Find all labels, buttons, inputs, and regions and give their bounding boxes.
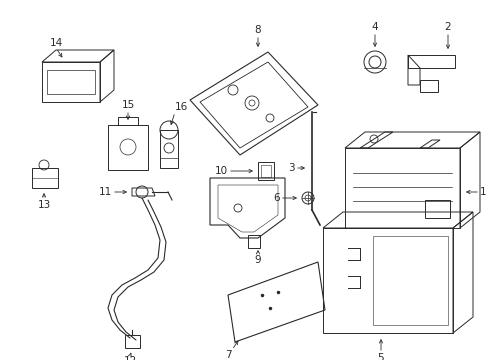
Text: 2: 2 [444, 22, 450, 32]
Text: 7: 7 [225, 350, 231, 360]
Text: 4: 4 [371, 22, 378, 32]
Text: 15: 15 [121, 100, 134, 110]
Text: 14: 14 [49, 38, 62, 48]
Text: 9: 9 [254, 255, 261, 265]
Text: 12: 12 [123, 356, 136, 360]
Text: 16: 16 [175, 102, 188, 112]
Text: 1: 1 [479, 187, 486, 197]
Text: 6: 6 [273, 193, 280, 203]
Text: 13: 13 [37, 200, 51, 210]
Text: 11: 11 [99, 187, 112, 197]
Text: 5: 5 [377, 353, 384, 360]
Text: 8: 8 [254, 25, 261, 35]
Text: 3: 3 [288, 163, 294, 173]
Text: 10: 10 [214, 166, 227, 176]
